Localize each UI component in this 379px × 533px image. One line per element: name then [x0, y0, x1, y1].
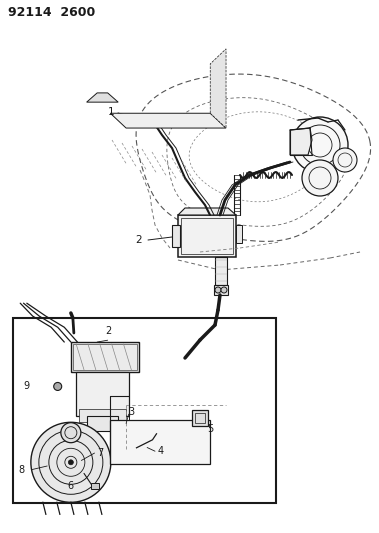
Circle shape: [61, 423, 81, 443]
Text: 4: 4: [158, 446, 164, 456]
Text: 9: 9: [23, 382, 30, 391]
Bar: [214, 285, 228, 295]
Circle shape: [302, 160, 338, 196]
Circle shape: [292, 117, 348, 173]
Bar: [91, 483, 99, 489]
Circle shape: [333, 148, 357, 172]
Text: 5: 5: [208, 424, 214, 434]
Bar: [79, 409, 126, 422]
Bar: [178, 215, 236, 257]
Bar: [87, 416, 118, 431]
Bar: [172, 225, 180, 247]
Text: 6: 6: [68, 481, 74, 491]
Bar: [215, 257, 227, 285]
Bar: [13, 318, 276, 503]
Bar: [181, 218, 233, 254]
Bar: [192, 410, 208, 426]
Circle shape: [31, 422, 111, 502]
Polygon shape: [210, 49, 226, 128]
Bar: [195, 413, 205, 423]
Bar: [71, 342, 139, 372]
Circle shape: [221, 287, 227, 293]
Text: 1: 1: [108, 107, 114, 117]
Circle shape: [215, 287, 221, 293]
Polygon shape: [290, 128, 312, 155]
Text: 8: 8: [18, 465, 24, 475]
Polygon shape: [178, 208, 236, 215]
Text: 7: 7: [97, 448, 103, 458]
Bar: [76, 372, 129, 416]
Bar: [236, 225, 242, 243]
Bar: [74, 344, 136, 370]
Text: 92114  2600: 92114 2600: [8, 5, 95, 19]
Circle shape: [54, 383, 62, 391]
Text: 2: 2: [135, 235, 142, 245]
Text: 2: 2: [105, 326, 111, 336]
Polygon shape: [87, 93, 118, 102]
Circle shape: [68, 460, 74, 465]
Polygon shape: [110, 113, 226, 128]
Bar: [110, 420, 210, 464]
Text: 3: 3: [129, 407, 135, 417]
